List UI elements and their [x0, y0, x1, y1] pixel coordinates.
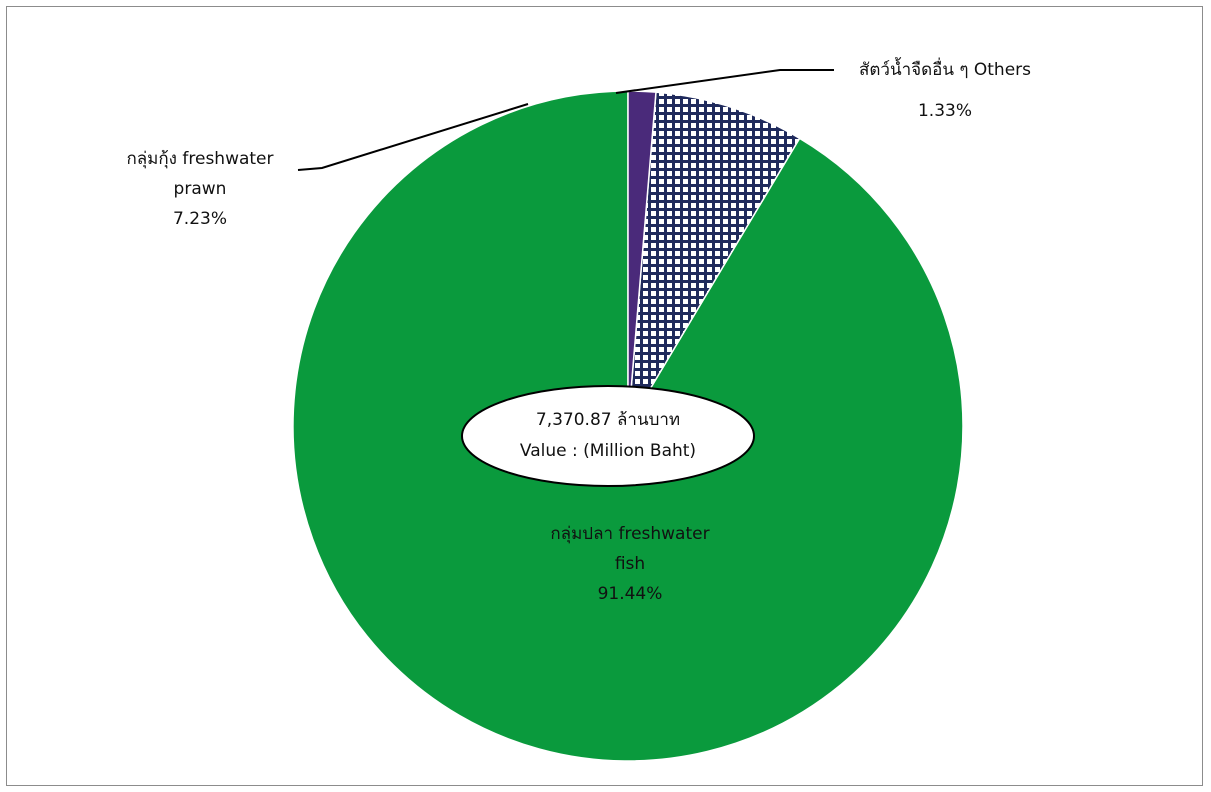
slice-label-prawn: กลุ่มกุ้ง freshwater prawn 7.23% [90, 145, 310, 234]
slice-label-fish-percent: 91.44% [500, 580, 760, 610]
slice-label-fish-line-1: กลุ่มปลา freshwater [500, 520, 760, 550]
slice-label-others: สัตว์น้ำจืดอื่น ๆ Others 1.33% [820, 50, 1070, 132]
center-note-unit: Value : (Million Baht) [462, 436, 754, 467]
slice-label-fish: กลุ่มปลา freshwater fish 91.44% [500, 520, 760, 609]
slice-label-others-percent: 1.33% [820, 91, 1070, 132]
leader-line-others [616, 70, 834, 93]
slice-label-prawn-line-1: กลุ่มกุ้ง freshwater [90, 145, 310, 175]
slice-label-prawn-line-2: prawn [90, 175, 310, 205]
slice-label-fish-line-2: fish [500, 550, 760, 580]
center-note: 7,370.87 ล้านบาท Value : (Million Baht) [462, 386, 754, 486]
slice-label-prawn-percent: 7.23% [90, 205, 310, 235]
slice-label-others-line-1: สัตว์น้ำจืดอื่น ๆ Others [820, 50, 1070, 91]
center-note-total: 7,370.87 ล้านบาท [462, 405, 754, 436]
